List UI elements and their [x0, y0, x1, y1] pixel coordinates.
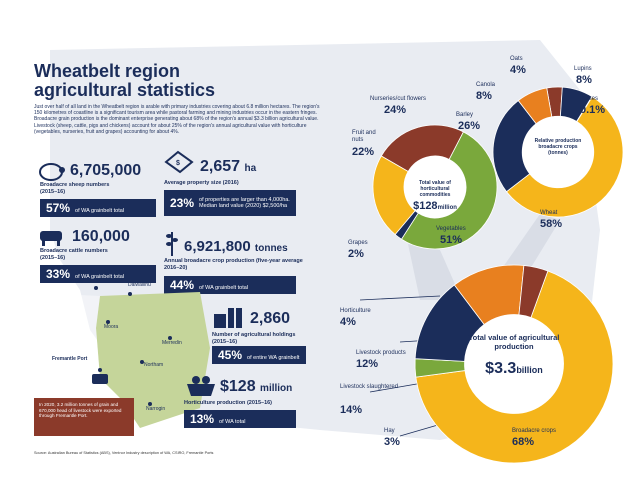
property-label: Average property size (2016) [164, 180, 239, 186]
cattle-label: Broadacre cattle numbers (2015–16) [40, 248, 108, 261]
seg-barley-label: Barley [456, 112, 474, 118]
seg-hay-label: Hay [384, 428, 395, 434]
cattle-icon [40, 231, 62, 246]
seg-vegetables-value: 51% [440, 234, 463, 246]
town-dot [148, 402, 152, 406]
wheat-icon [166, 232, 178, 256]
seg-slaughtered-label: Livestock slaughtered [340, 384, 399, 390]
seg-canola-label: Canola [476, 82, 496, 88]
sheep-value: 6,705,000 [70, 162, 142, 179]
page-title: Wheatbelt region agricultural statistics [34, 61, 216, 100]
seg-wheat-label: Wheat [540, 210, 558, 216]
main-production-donut [414, 264, 614, 464]
seg-hay-value: 3% [384, 436, 400, 448]
holdings-label: Number of agricultural holdings (2015–16… [212, 332, 296, 345]
horti-chart-total: $128million [413, 200, 457, 212]
holdings-value: 2,860 [250, 310, 291, 327]
horticulture-donut [372, 124, 498, 250]
town-moora: Moora [104, 324, 119, 330]
town-dot [168, 336, 172, 340]
cattle-pct-box: 33% of WA grainbelt total [40, 265, 156, 283]
seg-slaughtered-value: 14% [340, 404, 363, 416]
seg-lupins-value: 8% [576, 74, 592, 86]
seg-fruit-label: Fruit and nuts [352, 130, 376, 143]
horticulture-value: $128 million [220, 378, 293, 395]
main-chart-title: Total value of agricultural production [468, 333, 560, 351]
seg-oats-value: 4% [510, 64, 526, 76]
town-narrogin: Narrogin [146, 406, 166, 412]
town-dalwallinu: Dalwallinu [128, 282, 151, 288]
seg-livestock-products-value: 12% [356, 358, 379, 370]
seg-broadacre-value: 68% [512, 436, 535, 448]
seg-broadacre-label: Broadacre crops [512, 428, 557, 434]
property-pct-box: 23% of properties are larger than 4,000ha… [164, 190, 296, 216]
wheat-sheaf-icon [500, 400, 536, 430]
donut-center [404, 156, 466, 218]
source-note: Source: Australian Bureau of Statistics … [34, 451, 214, 455]
sheep-icon [39, 163, 65, 181]
property-value: 2,657 ha [200, 158, 257, 175]
crops-chart-title: Relative production broadacre crops (ton… [534, 138, 582, 156]
donut-center [464, 314, 564, 414]
map-grid-icon: $ [164, 150, 194, 174]
donut-slice-fruit-and-nuts [372, 155, 416, 236]
seg-canola-value: 8% [476, 90, 492, 102]
wheatbelt-map [60, 292, 210, 428]
sheep-pct-box: 57% of WA grainbelt total [40, 199, 156, 217]
broadacre-crops-donut [492, 86, 624, 218]
town-dot [128, 292, 132, 296]
seg-grapes-label: Grapes [348, 240, 368, 246]
seg-vegetables-label: Vegetables [436, 226, 466, 232]
seg-barley-value: 26% [458, 120, 481, 132]
cattle-value: 160,000 [72, 228, 130, 245]
town-northam: Northam [144, 362, 164, 368]
seg-pulses-value: 0.1% [580, 104, 606, 116]
donut-center [522, 116, 594, 188]
horticulture-label: Horticulture production (2015–16) [184, 400, 273, 406]
intro-text: Just over half of all land in the Wheatb… [34, 104, 320, 135]
town-dot [98, 368, 102, 372]
seg-nurseries-label: Nurseries/cut flowers [370, 96, 427, 102]
seg-oats-label: Oats [510, 56, 523, 62]
seg-wheat-value: 58% [540, 218, 563, 230]
horticulture-pct-box: 13% of WA total [184, 410, 296, 428]
seg-grapes-value: 2% [348, 248, 364, 260]
town-merredin: Merredin [162, 340, 182, 346]
crop-value: 6,921,800 tonnes [184, 238, 288, 255]
produce-basket-icon [187, 376, 215, 396]
horti-chart-title: Total value of horticultural commodities [419, 180, 451, 198]
seg-horticulture-label: Horticulture [340, 308, 371, 314]
seg-fruit-value: 22% [352, 146, 375, 158]
farm-holdings-icon [214, 308, 242, 328]
ship-icon [92, 374, 108, 384]
crop-pct-box: 44% of WA grainbelt total [164, 276, 296, 294]
town-dot [94, 286, 98, 290]
town-jurien-bay: Jurien Bay [60, 278, 84, 284]
seg-horticulture-value: 4% [340, 316, 356, 328]
sheep-label: Broadacre sheep numbers (2015–16) [40, 182, 110, 195]
town-fremantle-port: Fremantle Port [52, 356, 88, 362]
main-chart-total: $3.3billion [485, 360, 543, 377]
town-dot [106, 320, 110, 324]
seg-nurseries-value: 24% [384, 104, 407, 116]
svg-text:$: $ [176, 160, 180, 167]
town-dot [140, 360, 144, 364]
holdings-pct-box: 45% of entire WA grainbelt [212, 346, 306, 364]
seg-lupins-label: Lupins [574, 66, 592, 72]
seg-livestock-products-label: Livestock products [356, 350, 406, 356]
port-export-note: In 2020, 3.2 million tonnes of grain and… [34, 398, 134, 436]
seg-pulses-label: Pulses [580, 96, 599, 102]
crop-label: Annual broadacre crop production (five-y… [164, 258, 303, 271]
